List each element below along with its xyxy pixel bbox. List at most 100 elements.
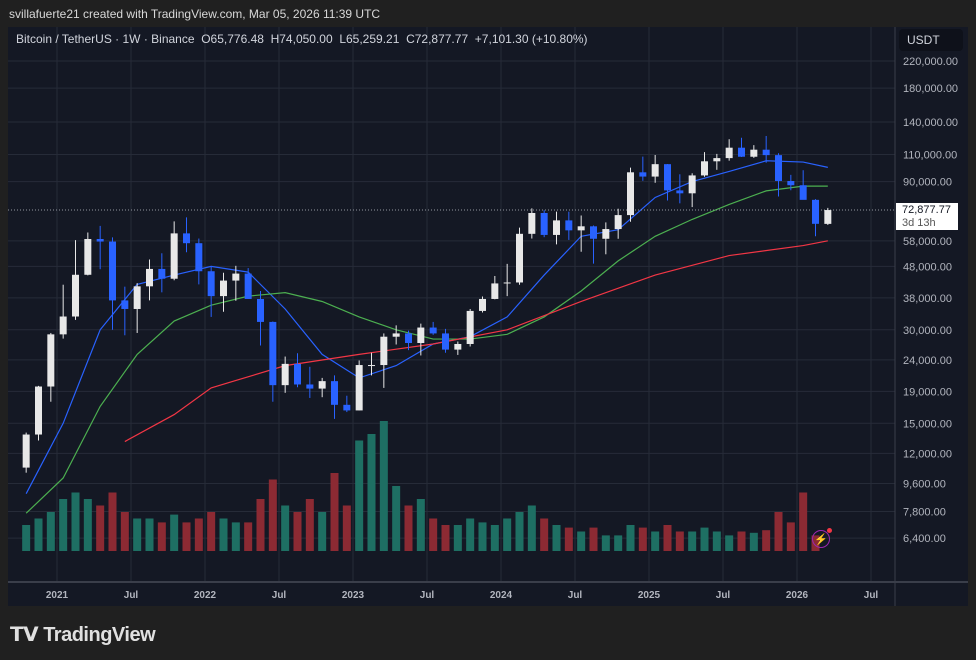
change-value: +7,101.30 (+10.80%)	[474, 32, 588, 46]
candle-body	[306, 384, 314, 389]
volume-bar	[663, 525, 672, 551]
volume-bar	[737, 531, 746, 551]
candle-body	[84, 238, 92, 275]
candle-body	[47, 334, 55, 387]
candle-body	[725, 147, 733, 159]
candle-body	[146, 268, 153, 287]
volume-bar	[34, 518, 43, 551]
price-tick: 19,000.00	[903, 386, 952, 398]
candle-body	[318, 381, 326, 389]
candle-body	[577, 226, 585, 231]
volume-bar	[404, 505, 413, 551]
price-tick: 9,600.00	[903, 478, 946, 490]
candle-body	[688, 175, 696, 194]
candle-body	[109, 241, 116, 301]
bar-countdown: 3d 13h	[902, 217, 936, 229]
volume-bar	[749, 532, 758, 551]
volume-bar	[601, 535, 610, 551]
candle-body	[627, 172, 634, 216]
volume-bar	[268, 479, 277, 551]
volume-bar	[59, 499, 68, 551]
candle-body	[602, 229, 610, 239]
time-tick: 2025	[638, 590, 661, 601]
volume-bar	[367, 434, 376, 551]
volume-bar	[429, 518, 438, 551]
time-tick: 2026	[786, 590, 809, 601]
candle-body	[738, 147, 745, 157]
chart-credit: svillafuerte21 created with TradingView.…	[9, 7, 381, 21]
volume-bar	[207, 512, 216, 551]
candle-body	[22, 434, 30, 468]
volume-bar	[83, 499, 92, 551]
candle-body	[614, 215, 622, 230]
time-tick: Jul	[716, 590, 731, 601]
high-value: H74,050.00	[270, 32, 333, 46]
candle-body	[59, 316, 67, 335]
volume-bar	[231, 522, 240, 551]
volume-bar	[774, 512, 783, 551]
volume-bar	[675, 531, 684, 551]
candle-body	[96, 238, 104, 242]
price-tick: 15,000.00	[903, 418, 952, 430]
last-price: 72,877.77	[902, 204, 951, 216]
time-tick: 2024	[490, 590, 513, 601]
lightning-icon[interactable]: ⚡	[812, 528, 832, 548]
tradingview-logo[interactable]: 𝗧𝗩 TradingView	[10, 622, 156, 647]
last-price-label: 72,877.77 3d 13h	[896, 203, 958, 230]
volume-bar	[120, 512, 129, 551]
candle-body	[183, 233, 190, 244]
volume-bar	[490, 525, 499, 551]
chart-panel[interactable]	[8, 27, 968, 606]
volume-bar	[466, 518, 475, 551]
time-tick: Jul	[124, 590, 139, 601]
volume-bar	[453, 525, 462, 551]
volume-bar	[145, 518, 154, 551]
candle-body	[121, 300, 129, 309]
price-tick: 38,000.00	[903, 293, 952, 305]
symbol-name[interactable]: Bitcoin / TetherUS · 1W · Binance	[16, 32, 195, 46]
candle-body	[355, 365, 363, 411]
volume-bar	[416, 499, 425, 551]
volume-bar	[651, 531, 660, 551]
volume-bar	[318, 512, 327, 551]
volume-bar	[638, 527, 647, 551]
candle-body	[269, 321, 277, 386]
candle-body	[281, 363, 289, 386]
volume-bar	[355, 440, 364, 551]
volume-bar	[552, 525, 561, 551]
price-tick: 12,000.00	[903, 448, 952, 460]
symbol-legend: Bitcoin / TetherUS · 1W · Binance O65,77…	[16, 32, 588, 46]
volume-bar	[503, 518, 512, 551]
candle-body	[491, 283, 499, 299]
candle-body	[750, 149, 758, 157]
volume-bar	[293, 512, 302, 551]
candle-body	[639, 172, 647, 177]
candle-body	[713, 158, 721, 162]
volume-bar	[330, 473, 339, 551]
currency-unit-button[interactable]: USDT	[899, 29, 963, 51]
price-tick: 30,000.00	[903, 325, 952, 337]
candle-body	[158, 268, 166, 279]
ma-mid-line	[25, 185, 828, 514]
candle-body	[380, 336, 388, 366]
candle-body	[701, 161, 708, 176]
volume-bar	[379, 421, 388, 551]
price-tick: 58,000.00	[903, 236, 952, 248]
volume-bar	[589, 527, 598, 551]
candle-body	[133, 286, 141, 309]
volume-bar	[219, 518, 228, 551]
volume-bar	[527, 505, 536, 551]
candle-body	[787, 180, 795, 186]
candle-body	[417, 327, 425, 343]
volume-bar	[157, 522, 166, 551]
candle-body	[35, 386, 42, 435]
candle-body	[442, 333, 449, 350]
volume-bar	[108, 492, 117, 551]
candle-body	[195, 243, 203, 272]
ma-slow-line	[124, 240, 828, 443]
time-tick: 2022	[194, 590, 217, 601]
candle-body	[775, 155, 782, 181]
volume-bar	[441, 525, 450, 551]
candle-body	[405, 333, 412, 343]
